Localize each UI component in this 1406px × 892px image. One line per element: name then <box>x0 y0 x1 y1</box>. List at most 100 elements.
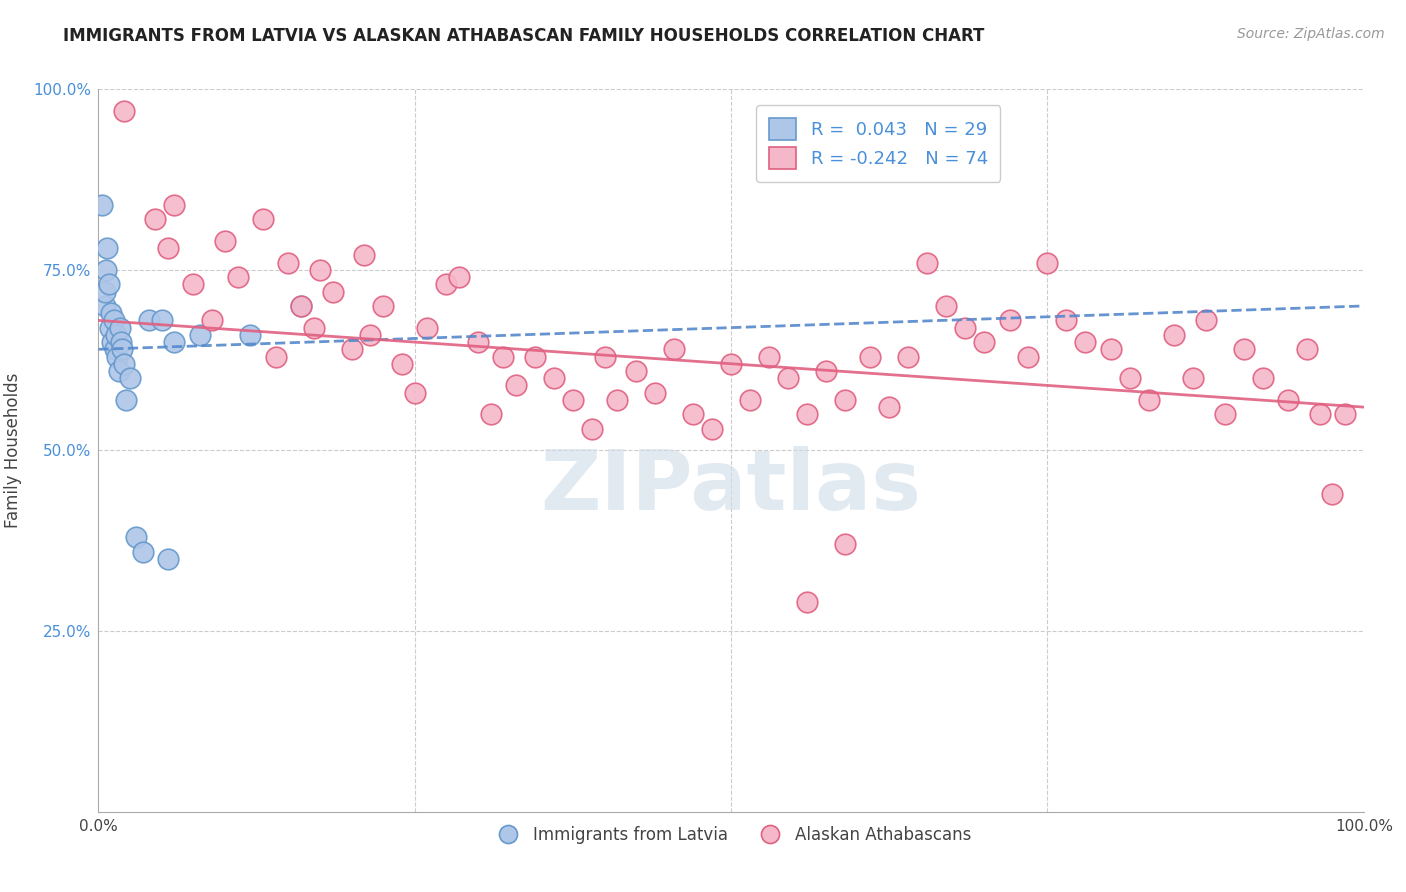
Point <box>796 407 818 421</box>
Point <box>93 299 117 313</box>
Point <box>105 327 128 342</box>
Point <box>682 407 704 421</box>
Point <box>606 392 628 407</box>
Point <box>1333 407 1355 421</box>
Point <box>778 371 800 385</box>
Point <box>1181 371 1204 385</box>
Point <box>758 350 780 364</box>
Point <box>897 350 920 364</box>
Point <box>1099 343 1122 357</box>
Point <box>955 320 977 334</box>
Point <box>998 313 1021 327</box>
Point <box>111 343 134 357</box>
Text: ZIPatlas: ZIPatlas <box>541 446 921 527</box>
Point <box>239 327 262 342</box>
Point <box>796 595 818 609</box>
Point <box>1232 343 1256 357</box>
Point <box>321 285 344 299</box>
Point <box>935 299 957 313</box>
Point <box>973 334 995 349</box>
Point <box>1277 392 1299 407</box>
Point <box>104 343 127 357</box>
Point <box>107 364 129 378</box>
Point <box>252 212 274 227</box>
Point <box>581 422 603 436</box>
Point <box>1195 313 1218 327</box>
Point <box>859 350 882 364</box>
Point <box>290 299 312 313</box>
Point <box>103 313 125 327</box>
Point <box>1074 334 1097 349</box>
Point <box>138 313 160 327</box>
Point <box>97 277 120 292</box>
Point <box>479 407 502 421</box>
Point <box>371 299 394 313</box>
Point <box>391 357 413 371</box>
Point <box>150 313 173 327</box>
Point <box>360 327 382 342</box>
Y-axis label: Family Households: Family Households <box>4 373 22 528</box>
Point <box>120 371 141 385</box>
Point <box>404 385 426 400</box>
Point <box>107 350 129 364</box>
Point <box>1054 313 1078 327</box>
Point <box>877 400 900 414</box>
Point <box>1119 371 1142 385</box>
Point <box>664 343 686 357</box>
Point <box>1017 350 1039 364</box>
Point <box>163 198 186 212</box>
Point <box>93 285 117 299</box>
Point <box>302 320 325 334</box>
Point <box>157 241 180 255</box>
Point <box>720 357 742 371</box>
Point <box>814 364 837 378</box>
Point <box>1251 371 1274 385</box>
Point <box>115 392 138 407</box>
Point <box>447 270 470 285</box>
Point <box>1296 343 1319 357</box>
Point <box>834 392 856 407</box>
Point <box>436 277 458 292</box>
Point <box>1308 407 1330 421</box>
Point <box>163 334 186 349</box>
Point <box>188 327 211 342</box>
Point <box>309 262 332 277</box>
Point <box>108 320 131 334</box>
Point <box>700 422 723 436</box>
Point <box>1137 392 1160 407</box>
Point <box>523 350 546 364</box>
Point <box>467 334 489 349</box>
Text: IMMIGRANTS FROM LATVIA VS ALASKAN ATHABASCAN FAMILY HOUSEHOLDS CORRELATION CHART: IMMIGRANTS FROM LATVIA VS ALASKAN ATHABA… <box>63 27 984 45</box>
Text: Source: ZipAtlas.com: Source: ZipAtlas.com <box>1237 27 1385 41</box>
Point <box>740 392 762 407</box>
Point <box>593 350 616 364</box>
Point <box>561 392 585 407</box>
Point <box>101 334 124 349</box>
Point <box>834 537 856 551</box>
Point <box>100 306 122 320</box>
Point <box>1322 487 1344 501</box>
Point <box>110 334 132 349</box>
Legend: Immigrants from Latvia, Alaskan Athabascans: Immigrants from Latvia, Alaskan Athabasc… <box>485 819 977 850</box>
Point <box>644 385 666 400</box>
Point <box>91 198 114 212</box>
Point <box>340 343 363 357</box>
Point <box>98 320 121 334</box>
Point <box>112 103 135 118</box>
Point <box>112 357 135 371</box>
Point <box>157 551 180 566</box>
Point <box>125 530 148 544</box>
Point <box>624 364 647 378</box>
Point <box>492 350 515 364</box>
Point <box>94 262 117 277</box>
Point <box>132 544 155 558</box>
Point <box>1036 255 1059 269</box>
Point <box>226 270 249 285</box>
Point <box>201 313 224 327</box>
Point <box>505 378 527 392</box>
Point <box>543 371 565 385</box>
Point <box>183 277 205 292</box>
Point <box>290 299 312 313</box>
Point <box>214 234 236 248</box>
Point <box>416 320 439 334</box>
